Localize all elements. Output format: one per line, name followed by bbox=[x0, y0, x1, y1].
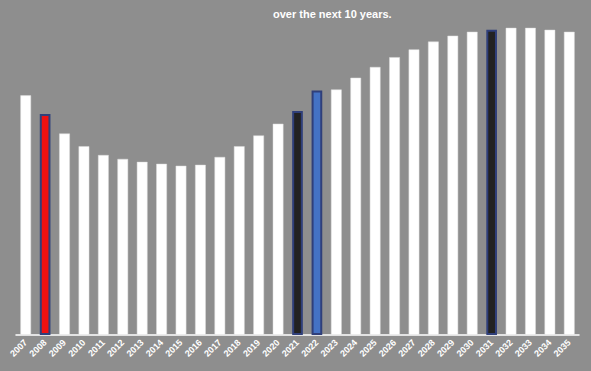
svg-text:2021: 2021 bbox=[280, 337, 301, 358]
svg-text:2011: 2011 bbox=[86, 337, 107, 358]
svg-text:2030: 2030 bbox=[455, 337, 476, 358]
svg-text:over the next 10 years.: over the next 10 years. bbox=[273, 8, 392, 20]
svg-text:2033: 2033 bbox=[513, 337, 534, 358]
svg-text:2031: 2031 bbox=[474, 337, 495, 358]
svg-text:2028: 2028 bbox=[416, 337, 437, 358]
svg-text:2024: 2024 bbox=[338, 337, 359, 358]
svg-text:2014: 2014 bbox=[144, 337, 165, 358]
svg-text:2029: 2029 bbox=[435, 337, 456, 358]
svg-text:2010: 2010 bbox=[66, 337, 87, 358]
svg-text:2020: 2020 bbox=[260, 337, 281, 358]
svg-text:2007: 2007 bbox=[8, 337, 29, 358]
svg-text:2009: 2009 bbox=[47, 337, 68, 358]
svg-text:2022: 2022 bbox=[299, 337, 320, 358]
svg-text:2026: 2026 bbox=[377, 337, 398, 358]
svg-text:2008: 2008 bbox=[27, 337, 48, 358]
svg-text:2023: 2023 bbox=[319, 337, 340, 358]
svg-text:2015: 2015 bbox=[163, 337, 184, 358]
svg-text:2034: 2034 bbox=[532, 337, 553, 358]
svg-text:2013: 2013 bbox=[125, 337, 146, 358]
svg-text:2032: 2032 bbox=[493, 337, 514, 358]
svg-text:2025: 2025 bbox=[357, 337, 378, 358]
svg-text:2017: 2017 bbox=[202, 337, 223, 358]
svg-text:2016: 2016 bbox=[183, 337, 204, 358]
svg-text:2035: 2035 bbox=[552, 337, 573, 358]
svg-text:2027: 2027 bbox=[396, 337, 417, 358]
svg-text:2019: 2019 bbox=[241, 337, 262, 358]
svg-text:2018: 2018 bbox=[222, 337, 243, 358]
svg-text:2012: 2012 bbox=[105, 337, 126, 358]
